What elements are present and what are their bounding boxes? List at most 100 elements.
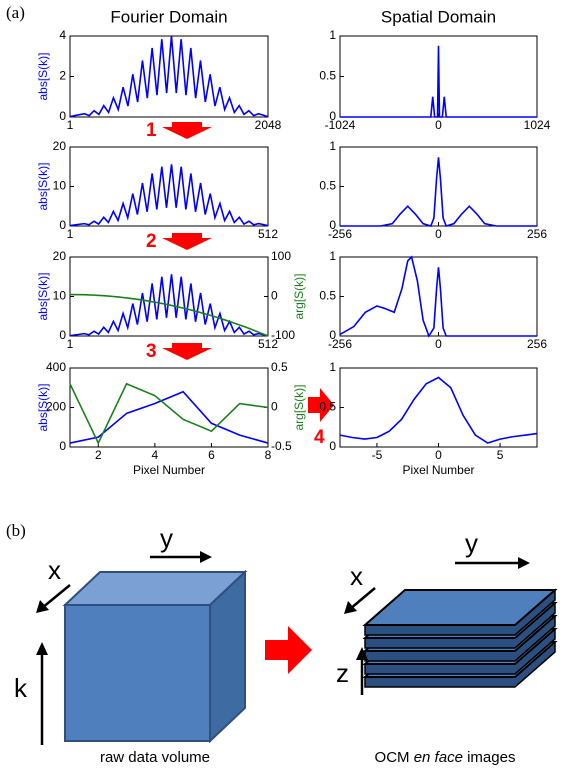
- data-line: [69, 274, 269, 337]
- y-tick-label: 0.5: [319, 69, 336, 83]
- data-line: [339, 255, 537, 338]
- plot-frame: [339, 367, 538, 448]
- plot-frame: [69, 35, 269, 118]
- y-tick-label: 0: [59, 439, 66, 453]
- step-arrow: [162, 233, 212, 250]
- axis-letter: y: [465, 528, 478, 558]
- image-stack: y x z OCM en face images: [336, 528, 558, 766]
- arrow-head: [200, 551, 212, 563]
- column-title: Spatial Domain: [381, 7, 496, 26]
- x-tick-label: 5: [497, 448, 504, 462]
- caption-part: en face: [414, 749, 463, 766]
- y-tick-label: 400: [46, 360, 66, 374]
- caption: OCM en face images: [375, 749, 516, 766]
- y-tick-label: 0.5: [319, 400, 336, 414]
- panel-label: (a): [6, 3, 25, 22]
- y-tick-label: 1: [329, 360, 336, 374]
- y-tick-label: 0: [329, 109, 336, 123]
- panel-label: (b): [6, 521, 26, 540]
- x-tick-label: 2: [95, 448, 102, 462]
- y-tick-label: 0: [59, 109, 66, 123]
- step-arrow: [162, 122, 212, 139]
- caption: raw data volume: [100, 749, 210, 766]
- y2-tick-label: 0: [271, 289, 278, 303]
- axis-letter: z: [336, 658, 349, 688]
- y-tick-label: 10: [53, 289, 67, 303]
- y-tick-label: 10: [53, 179, 67, 193]
- axis-letter: x: [48, 555, 61, 585]
- y2-tick-label: -100: [271, 328, 295, 342]
- x-tick-label: 1: [67, 337, 74, 351]
- y2-axis-label: arg[S(k)]: [292, 384, 306, 430]
- y-tick-label: 0: [59, 328, 66, 342]
- y-tick-label: 2: [59, 69, 66, 83]
- step-label: 1: [146, 120, 157, 141]
- axis-arrow: [41, 584, 71, 609]
- cube-front: [64, 604, 211, 742]
- x-tick-label: 0: [435, 118, 442, 132]
- x-tick-label: 512: [258, 227, 278, 241]
- data-line: [69, 293, 269, 337]
- x-tick-label: -5: [372, 448, 383, 462]
- y-tick-label: 1: [329, 28, 336, 42]
- x-tick-label: 8: [265, 448, 272, 462]
- axis-letter: k: [14, 673, 28, 703]
- x-tick-label: 256: [527, 337, 547, 351]
- step-label: 3: [146, 341, 157, 362]
- x-tick-label: 6: [208, 448, 215, 462]
- data-line: [69, 164, 269, 227]
- stack-plates: [362, 588, 558, 688]
- y-tick-label: 0: [59, 218, 66, 232]
- x-tick-label: 4: [152, 448, 159, 462]
- step-arrow: [308, 388, 334, 422]
- y-tick-label: 20: [53, 139, 67, 153]
- plate: [362, 589, 558, 626]
- y-tick-label: 4: [59, 28, 66, 42]
- data-line: [340, 45, 537, 118]
- data-line: [69, 35, 269, 118]
- y-tick-label: 0: [329, 328, 336, 342]
- x-tick-label: 2048: [255, 118, 282, 132]
- y2-tick-label: 0: [271, 400, 278, 414]
- data-line: [69, 390, 269, 444]
- y-tick-label: 20: [53, 249, 67, 263]
- y-axis-label: abs[S(k)]: [36, 272, 50, 320]
- y-axis-label: abs[S(k)]: [36, 383, 50, 431]
- x-tick-label: -256: [328, 337, 352, 351]
- axis-arrow: [349, 587, 376, 610]
- y-tick-label: 1: [329, 139, 336, 153]
- data-volume: y x k raw data volume: [14, 523, 248, 766]
- arrow-head: [36, 642, 48, 655]
- x-axis-label: Pixel Number: [402, 463, 474, 477]
- arrow-head: [518, 557, 530, 569]
- x-tick-label: 0: [435, 448, 442, 462]
- x-axis-label: Pixel Number: [133, 463, 205, 477]
- transform-arrow: [265, 626, 312, 674]
- arrow-head: [36, 600, 49, 613]
- axis-letter: x: [350, 561, 363, 591]
- caption-part: images: [463, 749, 516, 766]
- step-arrow: [162, 343, 212, 360]
- data-line: [339, 376, 538, 444]
- y-tick-label: 1: [329, 249, 336, 263]
- y-tick-label: 0: [329, 218, 336, 232]
- data-line: [340, 157, 537, 227]
- y-axis-label: abs[S(k)]: [36, 52, 50, 100]
- x-tick-label: -1024: [325, 118, 356, 132]
- y2-tick-label: -0.5: [271, 439, 292, 453]
- x-tick-label: 1: [67, 118, 74, 132]
- y-tick-label: 0.5: [319, 289, 336, 303]
- step-label: 4: [314, 427, 325, 448]
- y-tick-label: 0: [329, 439, 336, 453]
- x-tick-label: 1: [67, 227, 74, 241]
- x-tick-label: 256: [527, 227, 547, 241]
- y-tick-label: 0.5: [319, 179, 336, 193]
- y-axis-label: abs[S(k)]: [36, 162, 50, 210]
- y2-tick-label: 100: [271, 249, 291, 263]
- data-line: [69, 382, 269, 445]
- caption-part: OCM: [375, 749, 414, 766]
- arrow-head: [356, 647, 368, 660]
- y-tick-label: 200: [46, 400, 66, 414]
- x-tick-label: 512: [258, 337, 278, 351]
